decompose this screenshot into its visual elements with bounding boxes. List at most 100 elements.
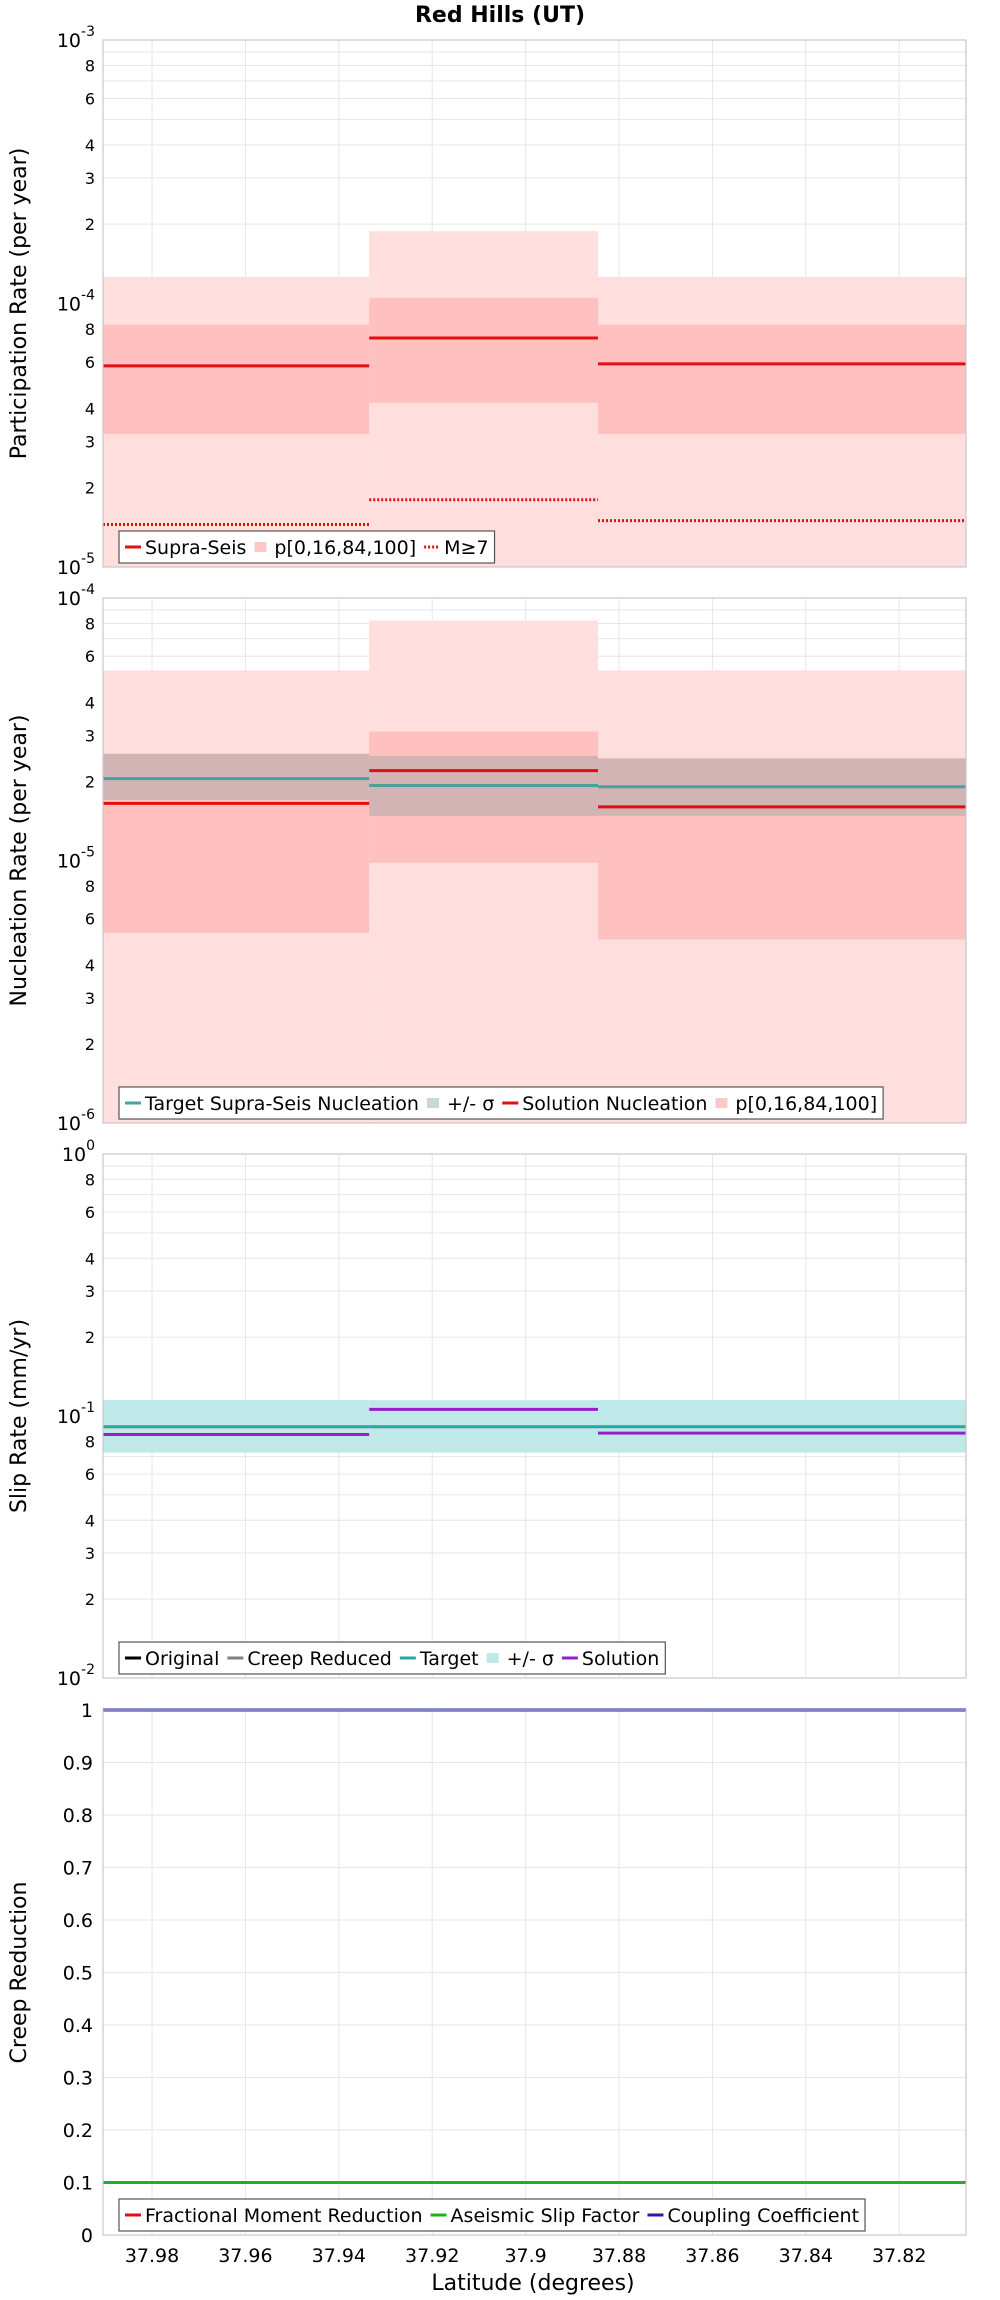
plot-frame: [102, 1153, 967, 1679]
y-tick-label: 100: [62, 1138, 95, 1166]
y-tick-label: 10-4: [57, 582, 95, 610]
x-tick-label: 37.86: [685, 2245, 739, 2267]
y-minor-tick-label: 4: [85, 1511, 95, 1530]
x-tick-label: 37.84: [779, 2245, 833, 2267]
legend-label: Supra-Seis: [145, 537, 246, 559]
legend-label: Target: [419, 1648, 479, 1670]
series: [103, 769, 966, 809]
legend-label: +/- σ: [447, 1093, 494, 1115]
chart-title: Red Hills (UT): [415, 3, 585, 28]
y-tick-exponent: -5: [81, 551, 95, 567]
y-minor-tick-label: 3: [85, 1282, 95, 1301]
y-tick-label: 0.4: [63, 2015, 93, 2037]
y-minor-tick-label: 2: [85, 772, 95, 791]
y-tick-exponent: -3: [81, 24, 95, 40]
y-minor-tick-label: 6: [85, 1465, 95, 1484]
y-tick-label: 10-6: [57, 1107, 95, 1135]
y-tick-label: 0.2: [63, 2120, 93, 2142]
y-tick-label: 0.5: [63, 1963, 93, 1985]
y-minor-tick-label: 6: [85, 89, 95, 108]
y-tick-label: 10-3: [57, 24, 95, 52]
y-minor-tick-label: 3: [85, 432, 95, 451]
y-tick-label: 10-2: [57, 1662, 95, 1690]
y-minor-tick-label: 2: [85, 215, 95, 234]
legend-box: [118, 530, 496, 564]
legend: Supra-Seis p[0,16,84,100] M≥7: [118, 530, 496, 564]
plot-frame: [102, 1709, 967, 2236]
series: [103, 1708, 966, 2184]
legend-swatch: [486, 1653, 499, 1663]
y-minor-tick-label: 4: [85, 399, 95, 418]
x-axis-label: Latitude (degrees): [431, 2271, 634, 2296]
band-segment: [369, 297, 599, 403]
y-minor-tick-label: 4: [85, 136, 95, 155]
y-tick-exponent: -1: [81, 1400, 95, 1416]
y-tick-base: 10: [57, 588, 81, 610]
y-minor-tick-label: 8: [85, 57, 95, 76]
y-axis-label: Slip Rate (mm/yr): [7, 1319, 32, 1513]
y-minor-tick-label: 4: [85, 1249, 95, 1268]
y-minor-tick-label: 6: [85, 1203, 95, 1222]
x-tick-label: 37.9: [504, 2245, 546, 2267]
y-minor-tick-label: 3: [85, 726, 95, 745]
bands: [103, 620, 966, 1123]
y-tick-exponent: -5: [81, 845, 95, 861]
legend-swatch: [254, 542, 267, 552]
y-tick-label: 10-4: [57, 288, 95, 316]
y-tick-base: 10: [57, 1113, 81, 1135]
bands: [103, 231, 966, 567]
y-minor-tick-label: 8: [85, 320, 95, 339]
y-minor-tick-label: 3: [85, 1544, 95, 1563]
plot-frame: [102, 39, 967, 568]
y-tick-base: 10: [57, 1668, 81, 1690]
y-axis-label: Creep Reduction: [7, 1882, 32, 2064]
legend: Fractional Moment Reduction Aseismic Slip…: [118, 2198, 866, 2232]
legend-label: Original: [145, 1648, 219, 1670]
y-tick-label: 10-1: [57, 1400, 95, 1428]
y-minor-tick-label: 6: [85, 910, 95, 929]
series: [103, 1407, 966, 1436]
legend-label: Coupling Coefficient: [667, 2205, 859, 2227]
y-minor-tick-label: 8: [85, 877, 95, 896]
y-minor-tick-label: 4: [85, 956, 95, 975]
x-tick-label: 37.96: [218, 2245, 272, 2267]
y-minor-tick-label: 8: [85, 1432, 95, 1451]
y-minor-tick-label: 3: [85, 989, 95, 1008]
y-tick-base: 10: [57, 30, 81, 52]
y-minor-tick-label: 2: [85, 1328, 95, 1347]
y-tick-label: 0.7: [63, 1858, 93, 1880]
grid-lines: [103, 1709, 966, 2236]
y-tick-base: 10: [62, 1144, 86, 1166]
x-tick-label: 37.82: [872, 2245, 926, 2267]
x-tick-label: 37.92: [405, 2245, 459, 2267]
legend-label: Solution: [582, 1648, 659, 1670]
y-tick-label: 0.6: [63, 1910, 93, 1932]
legend-label: Aseismic Slip Factor: [451, 2205, 640, 2227]
legend-label: Fractional Moment Reduction: [145, 2205, 423, 2227]
x-axis-ticks: 37.98 37.96 37.94 37.92 37.9 37.88 37.86 37.84 3…: [125, 2245, 927, 2267]
y-minor-tick-label: 4: [85, 693, 95, 712]
y-tick-label: 1: [81, 1700, 93, 1722]
y-axis-label: Nucleation Rate (per year): [7, 715, 32, 1007]
y-tick-exponent: -4: [81, 288, 95, 304]
band-segment: [103, 753, 370, 801]
legend-label: +/- σ: [507, 1648, 554, 1670]
y-minor-tick-label: 2: [85, 1590, 95, 1609]
y-axis-label: Participation Rate (per year): [7, 148, 32, 460]
legend: Target Supra-Seis Nucleation +/- σ Solutio…: [118, 1086, 884, 1120]
x-tick-label: 37.88: [592, 2245, 646, 2267]
x-tick-label: 37.94: [312, 2245, 366, 2267]
legend-swatch: [426, 1098, 439, 1108]
y-tick-label: 0.1: [63, 2173, 93, 2195]
y-tick-exponent: -4: [81, 582, 95, 598]
y-minor-tick-label: 6: [85, 353, 95, 372]
legend-label: p[0,16,84,100]: [735, 1093, 877, 1115]
y-minor-tick-label: 6: [85, 647, 95, 666]
